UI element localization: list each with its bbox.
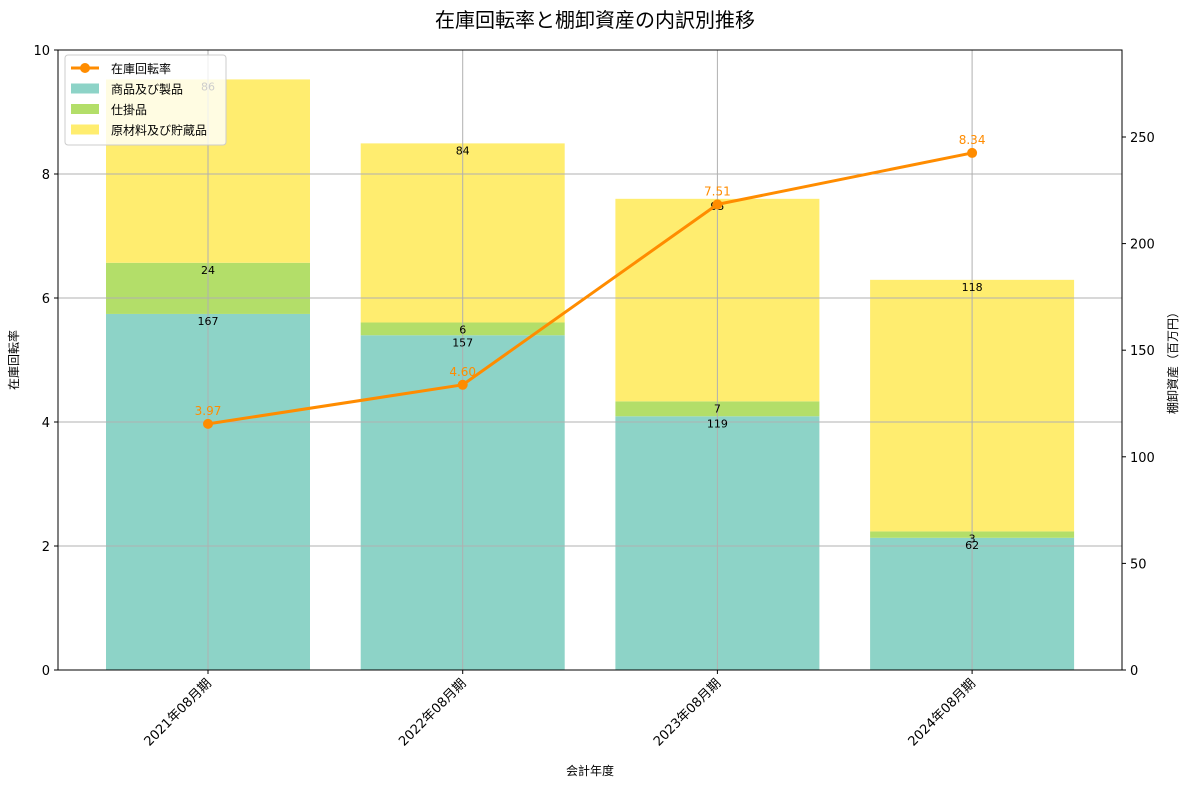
left-tick-label: 0	[42, 664, 50, 679]
legend-swatch-icon	[71, 124, 99, 135]
left-y-axis: 0 2 4 6 8 10	[33, 44, 58, 679]
x-tick-label: 2021年08月期	[142, 676, 215, 749]
legend-item-label: 商品及び製品	[111, 82, 183, 97]
line-point-label: 3.97	[195, 404, 222, 418]
legend-item-label: 在庫回転率	[111, 61, 171, 76]
bar-segment-label: 84	[456, 144, 470, 157]
right-y-axis: 0 50 100 150 200 250	[1122, 131, 1155, 679]
x-tick-label: 2023年08月期	[651, 676, 724, 749]
legend-swatch-icon	[71, 83, 99, 94]
bar-segment-label: 3	[969, 532, 976, 545]
bar-segment-label: 118	[962, 281, 983, 294]
right-tick-label: 0	[1130, 664, 1138, 679]
line-marker	[712, 199, 723, 210]
legend-item-label: 仕掛品	[111, 102, 147, 117]
line-point-label: 7.51	[704, 184, 731, 198]
x-tick-label: 2024年08月期	[906, 676, 979, 749]
stacked-bars	[106, 79, 1075, 670]
x-axis-label: 会計年度	[566, 763, 614, 778]
left-tick-label: 4	[42, 416, 50, 431]
bar-segment-labels: 1672486157684119795623118	[198, 80, 983, 551]
right-tick-label: 150	[1130, 344, 1155, 359]
bar-segment-label: 7	[714, 402, 721, 415]
left-tick-label: 2	[42, 540, 50, 555]
right-tick-label: 250	[1130, 131, 1155, 146]
right-y-axis-label: 棚卸資産（百万円）	[1165, 306, 1180, 414]
legend-swatch-icon	[71, 104, 99, 114]
bar-segment-label: 62	[965, 539, 979, 552]
bar-segment-label: 167	[198, 315, 219, 328]
legend-item-label: 原材料及び貯蔵品	[111, 124, 207, 138]
bar-segment-label: 6	[459, 323, 466, 336]
left-tick-label: 6	[42, 292, 50, 307]
bar-segment-label: 24	[201, 264, 215, 277]
turnover-line: 3.97 4.60 7.51 8.34	[195, 133, 986, 429]
line-marker	[203, 418, 213, 429]
bar-segment-label: 157	[452, 336, 473, 349]
plot-frame	[57, 49, 1123, 671]
line-point-label: 4.60	[449, 365, 476, 379]
right-tick-label: 100	[1130, 451, 1155, 466]
x-tick-label: 2022年08月期	[396, 676, 469, 749]
right-tick-label: 200	[1130, 238, 1155, 253]
left-tick-label: 10	[33, 44, 50, 59]
line-marker	[967, 147, 978, 158]
x-axis: 2021年08月期 2022年08月期 2023年08月期 2024年08月期	[142, 670, 979, 750]
line-marker	[457, 379, 468, 390]
left-tick-label: 8	[42, 168, 50, 183]
line-point-label: 8.34	[959, 133, 986, 147]
bar-segment-label: 119	[707, 417, 728, 430]
chart-title: 在庫回転率と棚卸資産の内訳別推移	[435, 8, 755, 32]
left-y-axis-label: 在庫回転率	[6, 330, 21, 390]
right-tick-label: 50	[1130, 557, 1147, 572]
